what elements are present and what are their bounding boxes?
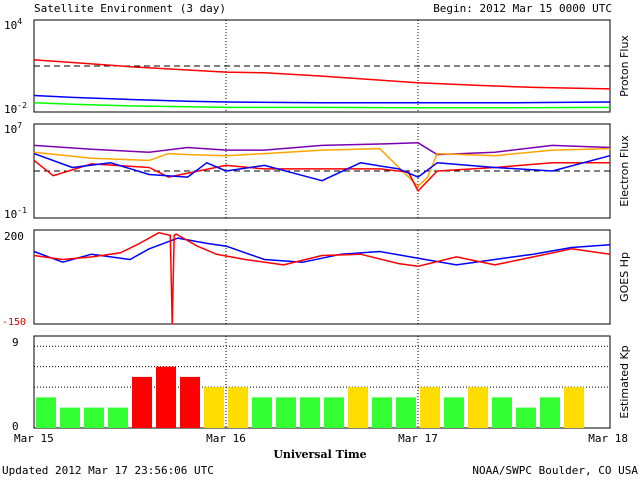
kp-bar (492, 397, 512, 428)
kp-bar (324, 397, 344, 428)
kp-bar (252, 397, 272, 428)
kp-bar (540, 397, 560, 428)
proton-ytick-bottom: 10-2 (4, 101, 27, 116)
proton-flux-panel: 104 10-2 Proton Flux (4, 17, 631, 116)
x-tick-mar15: Mar 15 (14, 432, 54, 445)
kp-bar (156, 366, 176, 428)
kp-bar (396, 397, 416, 428)
kp-panel: 9 0 Estimated Kp (12, 335, 631, 433)
begin-time: Begin: 2012 Mar 15 0000 UTC (433, 2, 612, 15)
kp-bar (372, 397, 392, 428)
electron-plot-frame (33, 123, 611, 219)
kp-bar (348, 387, 368, 428)
electron-series-group (33, 142, 611, 192)
x-axis-label: Universal Time (273, 448, 366, 461)
kp-bar (564, 387, 584, 428)
kp-bar (300, 397, 320, 428)
hp-plot-frame (33, 229, 611, 325)
electron-series-line-3 (33, 159, 610, 192)
kp-ytick-bottom: 0 (12, 420, 19, 433)
kp-bar (420, 387, 440, 428)
x-tick-mar16: Mar 16 (206, 432, 246, 445)
x-tick-mar18: Mar 18 (588, 432, 628, 445)
kp-plot-frame (33, 335, 611, 429)
kp-bar (36, 397, 56, 428)
proton-series-group (33, 59, 611, 109)
proton-series-line-1 (33, 59, 611, 90)
hp-ylabel: GOES Hp (618, 252, 631, 302)
kp-bar (204, 387, 224, 428)
kp-bar (132, 376, 152, 428)
electron-flux-panel: 107 10-1 Electron Flux (4, 121, 631, 221)
kp-bar (84, 407, 104, 428)
electron-ylabel: Electron Flux (618, 135, 631, 207)
hp-series-group (33, 231, 611, 325)
kp-bar (444, 397, 464, 428)
kp-bar (276, 397, 296, 428)
electron-ytick-top: 107 (4, 121, 22, 136)
kp-bar (180, 376, 200, 428)
x-tick-mar17: Mar 17 (398, 432, 438, 445)
kp-bars-group (36, 366, 584, 428)
electron-series-line-1 (33, 142, 611, 156)
kp-bar (60, 407, 80, 428)
hp-series-line-1 (33, 237, 611, 266)
kp-ytick-top: 9 (12, 336, 19, 349)
kp-bar (108, 407, 128, 428)
electron-series-line-2 (33, 147, 611, 188)
electron-series-line-4 (33, 152, 611, 182)
kp-gridlines (34, 345, 610, 388)
proton-series-line-3 (33, 102, 611, 109)
hp-ytick-top: 200 (4, 230, 24, 243)
proton-ylabel: Proton Flux (618, 35, 631, 97)
credit: NOAA/SWPC Boulder, CO USA (472, 464, 638, 477)
kp-ylabel: Estimated Kp (618, 345, 631, 418)
goes-hp-panel: 200 -150 GOES Hp (2, 229, 631, 328)
hp-ytick-bottom: -150 (2, 317, 26, 328)
proton-ytick-top: 104 (4, 17, 22, 32)
hp-series-line-2 (33, 231, 611, 325)
updated-time: Updated 2012 Mar 17 23:56:06 UTC (2, 464, 214, 477)
chart-title: Satellite Environment (3 day) (34, 2, 226, 15)
kp-bar (516, 407, 536, 428)
kp-bar (228, 387, 248, 428)
proton-series-line-2 (33, 94, 611, 104)
electron-ytick-bottom: 10-1 (4, 206, 27, 221)
kp-bar (468, 387, 488, 428)
